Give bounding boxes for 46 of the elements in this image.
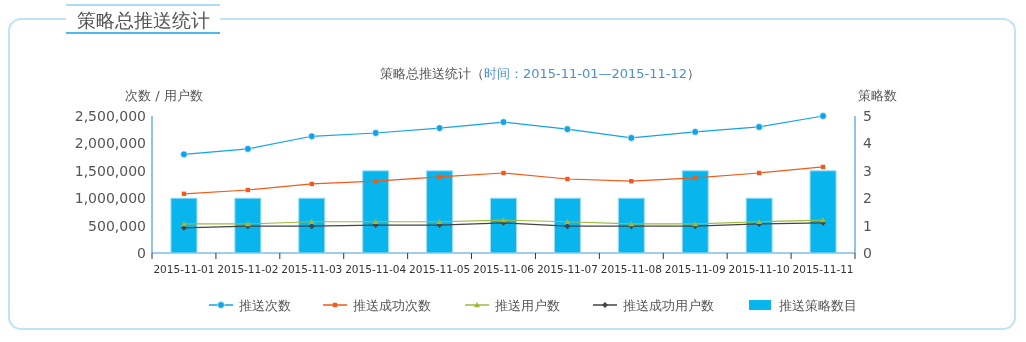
point (308, 218, 315, 224)
point (372, 218, 379, 224)
point (564, 218, 571, 224)
y-tick-label: 500,000 (88, 217, 146, 234)
x-tick-label: 2015-11-01 (153, 263, 215, 275)
legend-label: 推送用户数 (495, 298, 560, 313)
point (308, 223, 315, 230)
point (629, 179, 634, 184)
legend-label: 推送成功次数 (353, 298, 431, 313)
legend-label: 推送策略数目 (779, 298, 857, 313)
y2-tick-label: 3 (863, 162, 872, 179)
y2-axis-title: 策略数 (857, 88, 897, 103)
x-tick-label: 2015-11-02 (217, 263, 279, 275)
legend-label: 推送次数 (239, 298, 291, 313)
point (436, 218, 443, 224)
y2-tick-label: 1 (863, 217, 872, 234)
point (564, 223, 571, 230)
chart-title: 策略总推送统计（ (379, 66, 484, 81)
point (180, 220, 187, 227)
y-tick-label: 2,500,000 (74, 108, 146, 124)
chart-subtitle: 时间：2015-11-01—2015-11-12 (483, 66, 688, 81)
text: 策略总推送统计 (76, 9, 210, 31)
x-tick-label: 2015-11-11 (792, 263, 854, 275)
x-tick-label: 2015-11-07 (536, 263, 598, 275)
text: ） (687, 66, 701, 81)
y-tick-label: 0 (137, 245, 146, 261)
y2-tick-label: 5 (863, 108, 872, 124)
point (565, 176, 570, 182)
y-tick-label: 1,000,000 (74, 190, 146, 207)
point (373, 179, 378, 184)
x-tick-label: 2015-11-10 (728, 263, 790, 275)
y-axis-title: 次数 / 用户数 (125, 88, 203, 103)
x-tick-label: 2015-11-08 (600, 263, 662, 275)
x-tick-label: 2015-11-09 (664, 263, 726, 275)
y2-tick-label: 0 (863, 245, 872, 261)
y-tick-label: 2,000,000 (74, 135, 146, 152)
point (501, 170, 506, 176)
x-tick-label: 2015-11-05 (409, 263, 471, 275)
y2-tick-label: 2 (863, 190, 872, 207)
y-tick-label: 1,500,000 (74, 162, 146, 179)
x-tick-label: 2015-11-03 (281, 263, 343, 275)
legend-label: 推送成功用户数 (623, 298, 714, 313)
x-tick-label: 2015-11-06 (472, 263, 535, 275)
point (437, 174, 442, 180)
x-tick-label: 2015-11-04 (345, 263, 407, 275)
y2-tick-label: 4 (863, 135, 872, 152)
